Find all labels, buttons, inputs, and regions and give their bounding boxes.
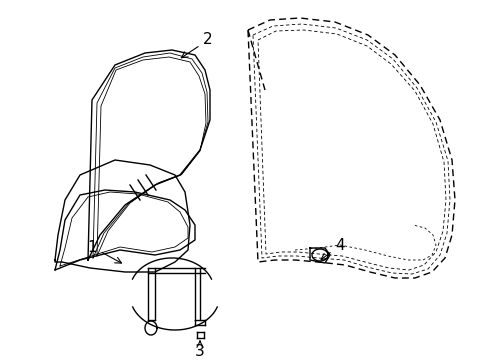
- Text: 2: 2: [181, 32, 212, 58]
- Text: 1: 1: [87, 239, 121, 263]
- Text: 4: 4: [321, 238, 344, 260]
- Text: 3: 3: [195, 341, 204, 360]
